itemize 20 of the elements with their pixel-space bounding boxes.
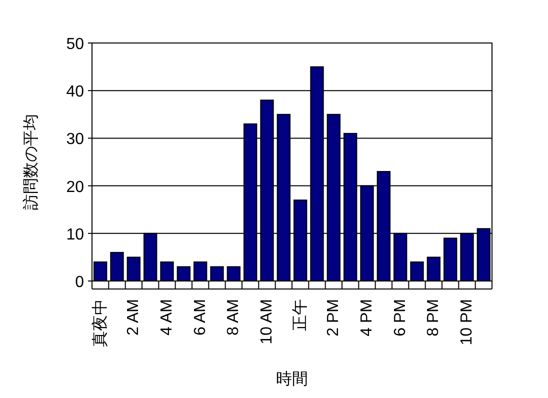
x-tick-label: 10 AM	[258, 299, 276, 344]
x-tick-label: 8 AM	[225, 299, 242, 336]
x-tick-label: 6 AM	[192, 299, 209, 336]
x-tick-label: 10 PM	[458, 299, 476, 346]
y-tick-label: 40	[66, 84, 84, 101]
y-tick-label: 50	[66, 36, 84, 53]
x-tick-label: 8 PM	[425, 299, 442, 336]
x-tick-label: 真夜中	[90, 299, 109, 347]
x-tick-label: 4 AM	[158, 299, 176, 336]
x-tick-label: 2 PM	[325, 299, 342, 336]
x-tick-label: 4 PM	[358, 299, 376, 336]
y-tick-label: 30	[66, 131, 84, 148]
y-tick-label: 0	[75, 274, 84, 291]
y-axis-title: 訪問数の平均	[22, 114, 40, 210]
x-tick-label: 6 PM	[392, 299, 409, 336]
x-tick-label: 正午	[292, 299, 309, 331]
x-axis-title: 時間	[276, 370, 308, 388]
y-tick-label: 10	[66, 226, 84, 244]
y-tick-label: 20	[66, 178, 84, 196]
x-tick-label: 2 AM	[125, 299, 142, 336]
